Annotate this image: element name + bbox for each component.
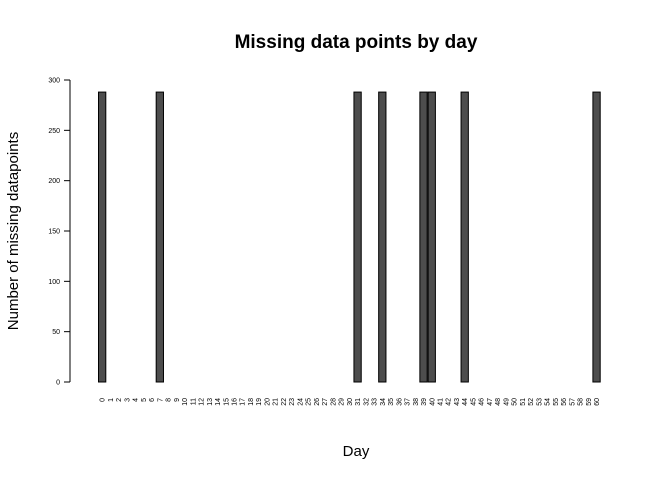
x-tick-label: 60 bbox=[594, 398, 601, 406]
y-tick-label: 50 bbox=[52, 329, 60, 336]
x-tick-label: 27 bbox=[322, 398, 329, 406]
y-tick-label: 0 bbox=[56, 380, 60, 387]
x-tick-label: 51 bbox=[520, 398, 527, 406]
x-tick-label: 49 bbox=[503, 398, 510, 406]
bars-group bbox=[98, 91, 601, 383]
bar bbox=[155, 91, 164, 383]
x-tick-label: 18 bbox=[248, 398, 255, 406]
x-tick-label: 48 bbox=[495, 398, 502, 406]
y-tick-label: 150 bbox=[48, 229, 60, 236]
x-tick-label: 2 bbox=[116, 398, 123, 402]
x-tick-label: 23 bbox=[289, 398, 296, 406]
x-tick-labels: 0 1 2 3 4 5 6 7 8 9 10 11 12 13 14 15 16 17 18 19 20 21 22 23 24… bbox=[100, 398, 601, 406]
x-tick-label: 0 bbox=[100, 398, 107, 402]
x-tick-label: 32 bbox=[363, 398, 370, 406]
x-tick-label: 50 bbox=[512, 398, 519, 406]
x-tick-label: 55 bbox=[553, 398, 560, 406]
x-tick-label: 29 bbox=[339, 398, 346, 406]
y-tick-label: 250 bbox=[48, 128, 60, 135]
x-tick-label: 31 bbox=[355, 398, 362, 406]
x-tick-label: 57 bbox=[569, 398, 576, 406]
x-tick-label: 41 bbox=[437, 398, 444, 406]
x-tick-label: 36 bbox=[396, 398, 403, 406]
x-tick-label: 24 bbox=[297, 398, 304, 406]
x-tick-label: 12 bbox=[199, 398, 206, 406]
x-tick-label: 56 bbox=[561, 398, 568, 406]
x-tick-label: 34 bbox=[380, 398, 387, 406]
x-tick-label: 46 bbox=[479, 398, 486, 406]
x-tick-label: 45 bbox=[470, 398, 477, 406]
x-tick-label: 38 bbox=[413, 398, 420, 406]
x-tick-label: 9 bbox=[174, 398, 181, 402]
x-tick-label: 33 bbox=[372, 398, 379, 406]
x-tick-label: 30 bbox=[347, 398, 354, 406]
x-tick-label: 52 bbox=[528, 398, 535, 406]
x-tick-label: 39 bbox=[421, 398, 428, 406]
x-tick-label: 40 bbox=[429, 398, 436, 406]
x-tick-label: 54 bbox=[545, 398, 552, 406]
y-axis: 0 50 100 150 200 250 300 bbox=[48, 78, 71, 387]
bar bbox=[592, 91, 601, 383]
x-tick-label: 8 bbox=[166, 398, 173, 402]
bar bbox=[460, 91, 469, 383]
x-tick-label: 11 bbox=[190, 398, 197, 405]
bar bbox=[378, 91, 387, 383]
x-tick-label: 16 bbox=[231, 398, 238, 406]
bar bbox=[427, 91, 436, 383]
x-tick-label: 4 bbox=[133, 398, 140, 402]
chart-title: Missing data points by day bbox=[235, 32, 478, 53]
x-tick-label: 3 bbox=[124, 398, 131, 402]
x-tick-label: 22 bbox=[281, 398, 288, 406]
x-tick-label: 47 bbox=[487, 398, 494, 406]
x-tick-label: 42 bbox=[446, 398, 453, 406]
x-tick-label: 21 bbox=[273, 398, 280, 406]
x-tick-label: 37 bbox=[405, 398, 412, 406]
x-tick-label: 17 bbox=[240, 398, 247, 406]
x-tick-label: 14 bbox=[215, 398, 222, 406]
x-tick-label: 44 bbox=[462, 398, 469, 406]
x-tick-label: 53 bbox=[536, 398, 543, 406]
x-tick-label: 19 bbox=[256, 398, 263, 406]
bar bbox=[98, 91, 107, 383]
x-axis-label: Day bbox=[343, 443, 370, 460]
y-tick-label: 200 bbox=[48, 178, 60, 185]
bar bbox=[353, 91, 362, 383]
x-tick-label: 7 bbox=[157, 398, 164, 402]
x-tick-label: 26 bbox=[314, 398, 321, 406]
y-axis-label: Number of missing datapoints bbox=[5, 132, 22, 330]
x-tick-label: 20 bbox=[264, 398, 271, 406]
x-tick-label: 43 bbox=[454, 398, 461, 406]
bar bbox=[419, 91, 428, 383]
y-tick-label: 300 bbox=[48, 78, 60, 85]
x-tick-label: 5 bbox=[141, 398, 148, 402]
x-tick-label: 59 bbox=[586, 398, 593, 406]
x-tick-label: 6 bbox=[149, 398, 156, 402]
x-tick-label: 28 bbox=[330, 398, 337, 406]
x-tick-label: 10 bbox=[182, 398, 189, 406]
x-tick-label: 58 bbox=[578, 398, 585, 406]
y-tick-label: 100 bbox=[48, 279, 60, 286]
x-tick-label: 13 bbox=[207, 398, 214, 406]
x-tick-label: 15 bbox=[223, 398, 230, 406]
x-tick-label: 25 bbox=[306, 398, 313, 406]
x-tick-label: 1 bbox=[108, 398, 115, 402]
x-tick-label: 35 bbox=[388, 398, 395, 406]
